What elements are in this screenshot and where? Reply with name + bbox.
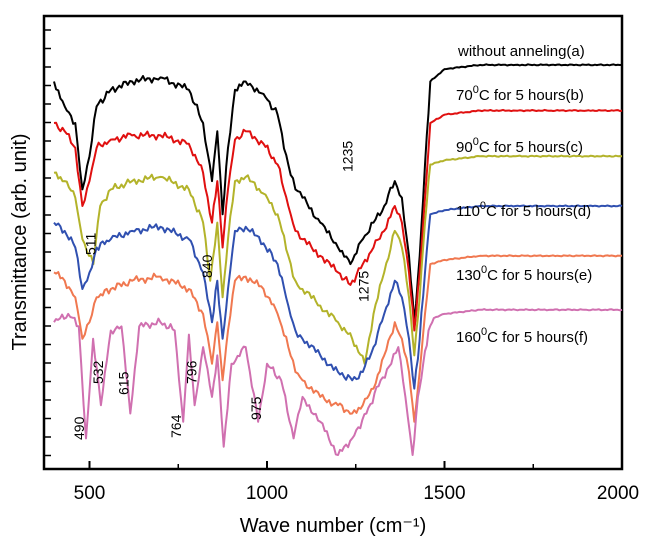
peak-label: 1275 [356, 271, 372, 302]
series-line [53, 308, 623, 456]
peak-label: 532 [90, 360, 106, 384]
x-axis-ticks: 500 1000 1500 2000 [74, 461, 639, 504]
peak-label: 511 [82, 232, 98, 255]
x-tick-label: 500 [74, 483, 106, 504]
series-label: 1600C for 5 hours(f) [456, 326, 588, 346]
peak-label: 490 [71, 416, 87, 440]
series-label: 1300C for 5 hours(e) [456, 264, 592, 284]
series-line [53, 63, 623, 324]
peak-label: 764 [168, 414, 184, 438]
peak-label: 840 [199, 254, 215, 278]
series-label: 700C for 5 hours(b) [456, 84, 584, 104]
peak-label: 1235 [339, 141, 355, 172]
peak-label: 796 [184, 360, 200, 384]
x-tick-label: 1500 [423, 483, 465, 504]
spectra-curves [53, 63, 623, 456]
peak-annotations: 490 532 615 764 796 975 511 840 1235 1275 [71, 141, 372, 440]
series-line [53, 108, 623, 332]
series-labels: without anneling(a) 700C for 5 hours(b) 90… [456, 43, 592, 346]
series-line [53, 204, 623, 390]
y-axis-ticks [44, 29, 51, 457]
x-tick-label: 2000 [597, 483, 639, 504]
series-line [53, 154, 623, 365]
series-label: without anneling(a) [457, 43, 585, 60]
plot-frame [42, 14, 624, 471]
y-axis-label: Transmittance (arb. unit) [9, 133, 31, 350]
peak-label: 975 [248, 396, 264, 420]
x-tick-label: 1000 [246, 483, 288, 504]
x-axis-label: Wave number (cm⁻¹) [240, 515, 427, 537]
series-label: 900C for 5 hours(c) [456, 136, 583, 156]
peak-label: 615 [115, 371, 131, 395]
series-line [53, 254, 623, 423]
series-label: 1100C for 5 hours(d) [456, 200, 591, 220]
